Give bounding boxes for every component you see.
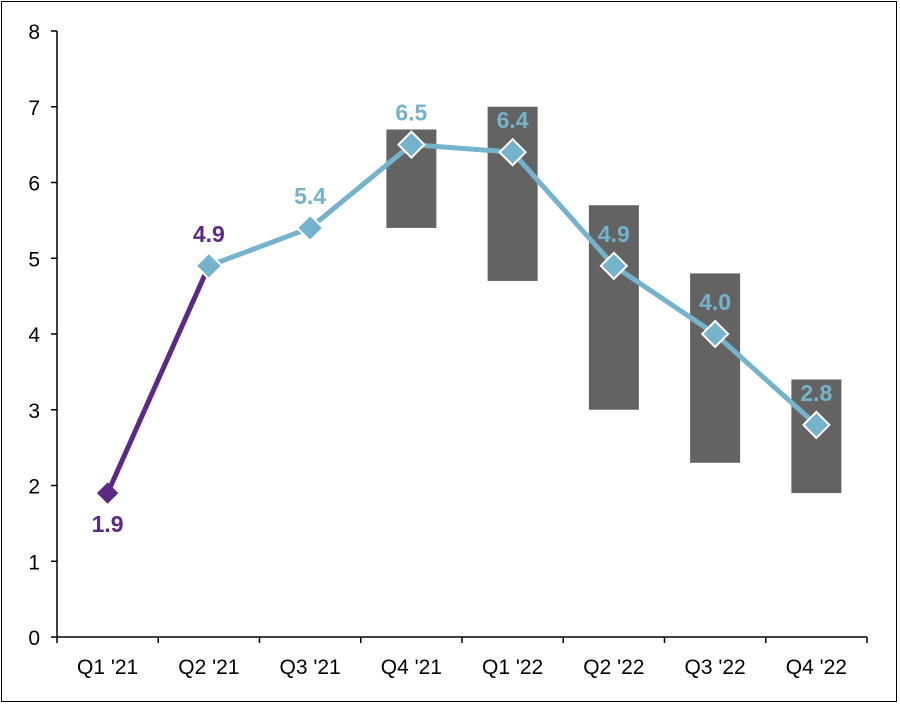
range-bar <box>588 205 639 410</box>
y-tick-label: 2 <box>28 476 40 499</box>
y-tick-label: 6 <box>28 173 40 196</box>
range-bar <box>690 273 741 463</box>
data-point-marker <box>801 410 831 440</box>
x-tick-label: Q1 '21 <box>77 656 138 679</box>
y-tick-label: 4 <box>28 324 40 347</box>
y-tick-label: 0 <box>28 627 40 650</box>
data-label: 4.0 <box>699 289 731 315</box>
data-label: 4.9 <box>598 221 630 247</box>
data-point-marker <box>194 251 224 281</box>
data-label: 1.9 <box>92 511 124 537</box>
x-tick-label: Q1 '22 <box>482 656 543 679</box>
x-tick-label: Q2 '21 <box>178 656 239 679</box>
x-tick-label: Q4 '22 <box>786 656 847 679</box>
x-tick-label: Q3 '21 <box>280 656 341 679</box>
x-tick-label: Q3 '22 <box>685 656 746 679</box>
data-point-marker <box>295 213 325 243</box>
data-label: 6.5 <box>395 100 427 126</box>
y-tick-label: 3 <box>28 400 40 423</box>
data-label: 5.4 <box>294 183 326 209</box>
series-line <box>105 264 212 495</box>
data-label: 6.4 <box>497 107 529 133</box>
data-point-marker <box>700 319 730 349</box>
range-bar <box>487 106 538 281</box>
x-tick-label: Q2 '22 <box>583 656 644 679</box>
y-tick-label: 5 <box>28 248 40 271</box>
data-point-marker <box>498 137 528 167</box>
y-tick-label: 7 <box>28 97 40 120</box>
y-tick-label: 1 <box>28 551 40 574</box>
x-tick-label: Q4 '21 <box>381 656 442 679</box>
data-label: 4.9 <box>193 221 225 247</box>
data-point-marker <box>396 130 426 160</box>
y-tick-label: 8 <box>28 21 40 44</box>
data-point-marker <box>96 482 119 504</box>
data-label: 2.8 <box>800 380 832 406</box>
data-point-marker <box>599 251 629 281</box>
